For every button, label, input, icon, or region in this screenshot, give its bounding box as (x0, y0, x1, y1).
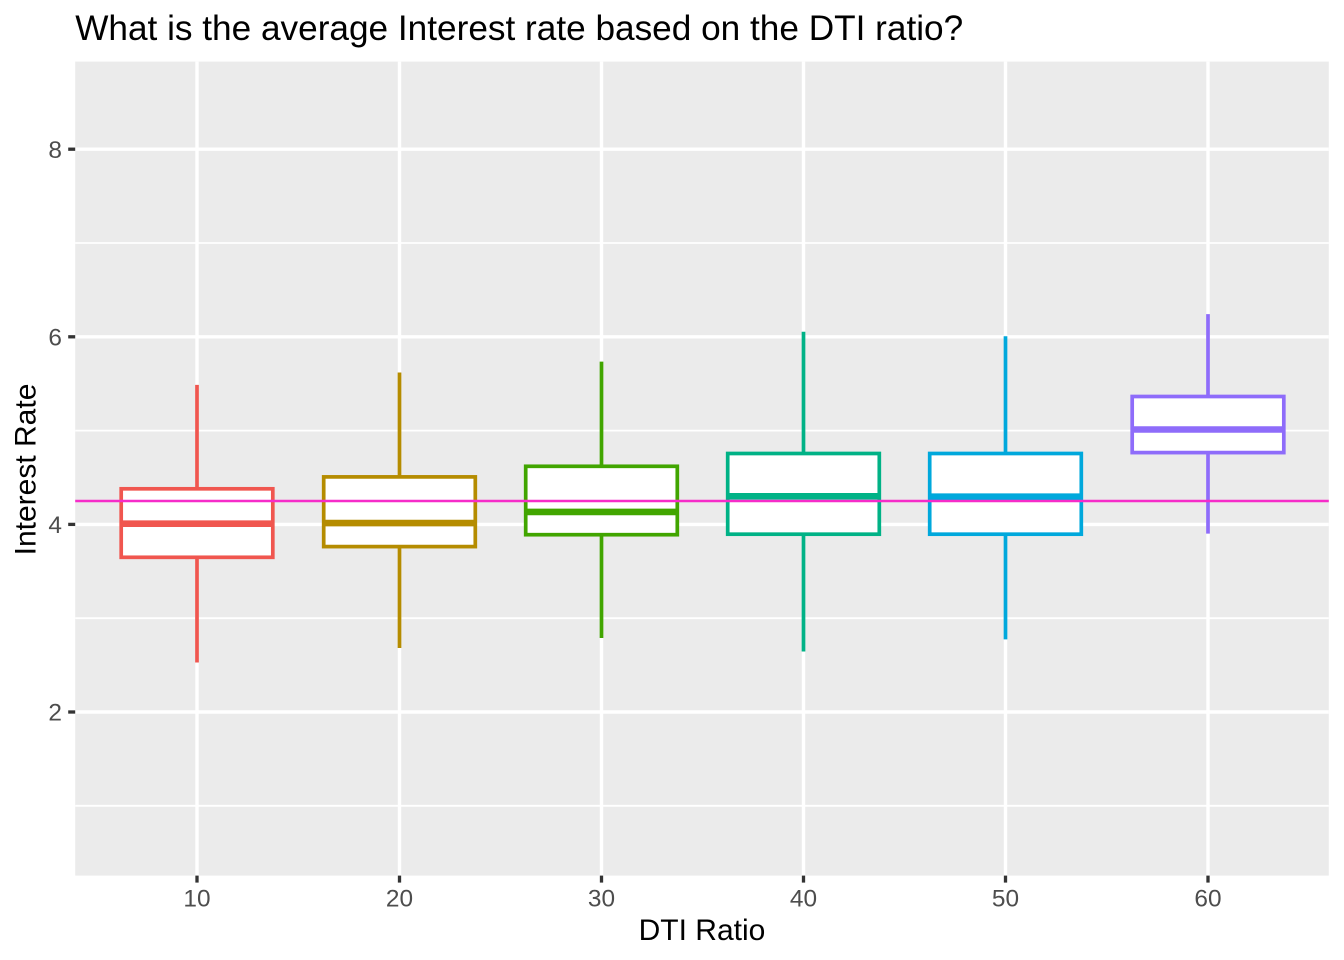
svg-text:6: 6 (48, 324, 62, 351)
svg-text:40: 40 (790, 886, 817, 913)
svg-text:10: 10 (183, 886, 210, 913)
svg-text:DTI Ratio: DTI Ratio (639, 914, 766, 947)
svg-text:What is the average Interest r: What is the average Interest rate based … (75, 9, 963, 48)
svg-text:4: 4 (48, 512, 62, 539)
svg-text:50: 50 (992, 886, 1019, 913)
svg-text:2: 2 (48, 700, 62, 727)
svg-text:Interest Rate: Interest Rate (10, 384, 43, 556)
svg-text:60: 60 (1194, 886, 1221, 913)
svg-text:8: 8 (48, 137, 62, 164)
svg-text:20: 20 (386, 886, 413, 913)
svg-text:30: 30 (588, 886, 615, 913)
